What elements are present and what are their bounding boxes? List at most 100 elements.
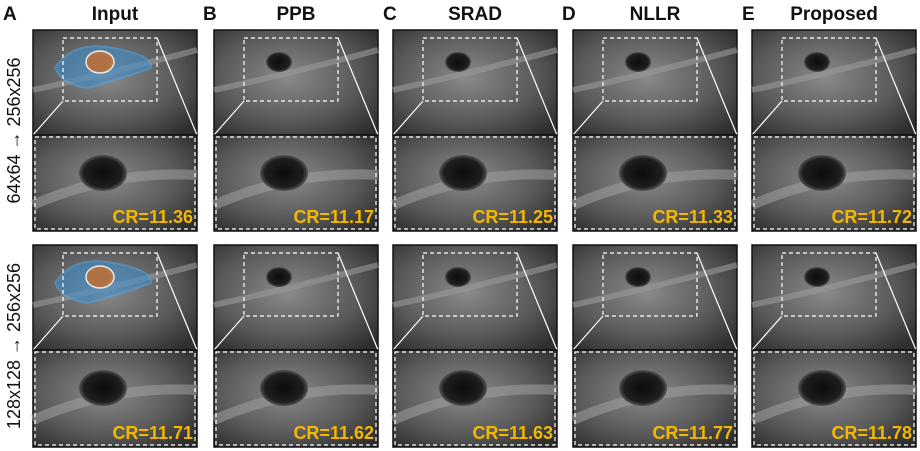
zoom-box xyxy=(422,37,518,102)
cr-value: CR=11.33 xyxy=(652,207,733,227)
lesion xyxy=(266,267,292,287)
zoom-connector xyxy=(213,100,245,136)
zoom-frame xyxy=(215,351,377,446)
zoom-box xyxy=(243,37,339,102)
tissue-band xyxy=(572,262,738,308)
row-label: 128x128 → 256x256 xyxy=(4,263,24,429)
zoom-connector xyxy=(875,37,917,136)
cr-value: CR=11.77 xyxy=(652,423,733,443)
zoom-connector xyxy=(751,100,783,136)
panel-letter: D xyxy=(562,4,576,25)
zoom-connector xyxy=(572,315,604,351)
zoom-connector xyxy=(337,37,379,136)
zoom-frame xyxy=(753,351,915,446)
cr-value: CR=11.17 xyxy=(293,207,374,227)
tissue-band xyxy=(213,47,379,93)
zoom-connector xyxy=(516,252,558,351)
lesion-zoom xyxy=(79,370,127,406)
lesion-zoom xyxy=(798,155,846,191)
zoom-box xyxy=(62,37,158,102)
zoom-connector xyxy=(696,37,738,136)
lesion-zoom xyxy=(619,155,667,191)
image-panel: CR=11.77 xyxy=(570,244,738,448)
lesion-zoom xyxy=(260,155,308,191)
image-panel: CR=11.62 xyxy=(211,244,379,448)
cr-value: CR=11.25 xyxy=(472,207,553,227)
zoom-frame xyxy=(394,351,556,446)
image-panel: CR=11.72 xyxy=(749,29,917,232)
zoom-connector xyxy=(696,252,738,351)
image-panel: CR=11.25 xyxy=(390,29,558,232)
lesion-zoom xyxy=(439,370,487,406)
lesion xyxy=(804,52,830,72)
zoom-box xyxy=(243,252,339,317)
image-panel: CR=11.63 xyxy=(390,244,558,448)
column-title: Input xyxy=(92,4,139,25)
lesion-zoom xyxy=(619,370,667,406)
cr-value: CR=11.63 xyxy=(472,423,553,443)
lesion xyxy=(804,267,830,287)
zoom-connector xyxy=(32,315,64,351)
zoom-box xyxy=(62,252,158,317)
zoom-frame xyxy=(394,136,556,230)
zoom-frame xyxy=(34,136,196,230)
lesion-zoom xyxy=(439,155,487,191)
zoom-connector xyxy=(875,252,917,351)
tissue-band xyxy=(572,47,738,93)
column-title: SRAD xyxy=(448,4,502,25)
zoom-connector xyxy=(337,252,379,351)
zoom-connector xyxy=(392,315,424,351)
lesion xyxy=(625,267,651,287)
panel-letter: C xyxy=(383,4,397,25)
lesion xyxy=(266,52,292,72)
row-label: 64x64 → 256x256 xyxy=(4,57,24,203)
lesion-zoom xyxy=(260,370,308,406)
cr-value: CR=11.78 xyxy=(831,423,912,443)
zoom-box xyxy=(781,252,877,317)
zoom-connector xyxy=(213,315,245,351)
image-panel: CR=11.36 xyxy=(30,29,198,232)
cr-value: CR=11.62 xyxy=(293,423,374,443)
zoom-connector xyxy=(32,100,64,136)
panel-letter: E xyxy=(742,4,755,25)
zoom-connector xyxy=(392,100,424,136)
cr-value: CR=11.36 xyxy=(112,207,193,227)
cr-value: CR=11.71 xyxy=(112,423,193,443)
tissue-band xyxy=(751,47,917,93)
zoom-connector xyxy=(751,315,783,351)
lesion xyxy=(445,52,471,72)
zoom-frame xyxy=(34,351,196,446)
zoom-box xyxy=(602,252,698,317)
zoom-frame xyxy=(215,136,377,230)
image-panel: CR=11.78 xyxy=(749,244,917,448)
column-title: NLLR xyxy=(630,4,681,25)
zoom-connector xyxy=(516,37,558,136)
zoom-connector xyxy=(156,37,198,136)
column-title: PPB xyxy=(276,4,315,25)
tissue-band xyxy=(392,47,558,93)
zoom-connector xyxy=(156,252,198,351)
image-panel: CR=11.71 xyxy=(30,244,198,448)
segmentation-inner xyxy=(85,265,115,289)
zoom-connector xyxy=(572,100,604,136)
image-panel: CR=11.33 xyxy=(570,29,738,232)
tissue-band xyxy=(392,262,558,308)
zoom-box xyxy=(422,252,518,317)
zoom-frame xyxy=(574,136,736,230)
image-panel: CR=11.17 xyxy=(211,29,379,232)
cr-value: CR=11.72 xyxy=(831,207,912,227)
tissue-band xyxy=(213,262,379,308)
column-title: Proposed xyxy=(790,4,878,25)
lesion xyxy=(445,267,471,287)
tissue-band xyxy=(751,262,917,308)
lesion-zoom xyxy=(79,155,127,191)
panel-letter: B xyxy=(203,4,217,25)
zoom-frame xyxy=(753,136,915,230)
zoom-box xyxy=(781,37,877,102)
lesion xyxy=(625,52,651,72)
segmentation-inner xyxy=(85,50,115,74)
zoom-frame xyxy=(574,351,736,446)
lesion-zoom xyxy=(798,370,846,406)
panel-letter: A xyxy=(3,4,17,25)
